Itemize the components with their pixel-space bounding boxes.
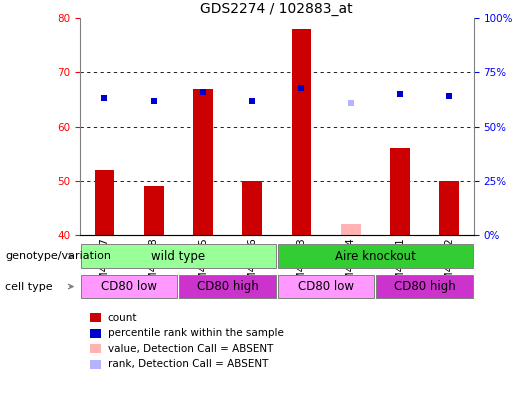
Text: CD80 low: CD80 low	[298, 280, 354, 293]
Title: GDS2274 / 102883_at: GDS2274 / 102883_at	[200, 2, 353, 16]
Bar	[439, 181, 459, 235]
Bar	[144, 186, 164, 235]
Text: percentile rank within the sample: percentile rank within the sample	[108, 328, 284, 338]
Bar	[291, 29, 311, 235]
Bar	[376, 275, 473, 298]
Text: genotype/variation: genotype/variation	[5, 251, 111, 261]
Bar	[95, 170, 114, 235]
Text: CD80 high: CD80 high	[393, 280, 455, 293]
Bar	[341, 224, 360, 235]
Text: count: count	[108, 313, 137, 323]
Text: Aire knockout: Aire knockout	[335, 249, 416, 263]
Bar	[81, 244, 276, 268]
Bar	[193, 89, 213, 235]
Text: wild type: wild type	[151, 249, 205, 263]
Bar	[278, 244, 473, 268]
Text: CD80 low: CD80 low	[101, 280, 157, 293]
Bar	[179, 275, 276, 298]
Text: cell type: cell type	[5, 281, 53, 292]
Text: value, Detection Call = ABSENT: value, Detection Call = ABSENT	[108, 344, 273, 354]
Text: rank, Detection Call = ABSENT: rank, Detection Call = ABSENT	[108, 359, 268, 369]
Bar	[243, 181, 262, 235]
Bar	[278, 275, 374, 298]
Bar	[81, 275, 177, 298]
Text: CD80 high: CD80 high	[197, 280, 259, 293]
Bar	[390, 148, 410, 235]
